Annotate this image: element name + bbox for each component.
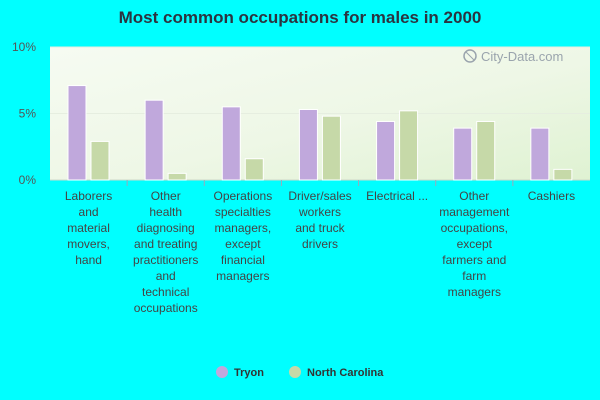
legend-label: North Carolina	[307, 367, 384, 379]
bar-north-carolina[interactable]	[321, 115, 341, 181]
bar-north-carolina[interactable]	[553, 168, 573, 181]
legend-label: Tryon	[234, 367, 264, 379]
bar-north-carolina[interactable]	[399, 110, 419, 181]
y-tick-label: 0%	[19, 173, 37, 187]
chart-title: Most common occupations for males in 200…	[118, 8, 482, 27]
category-label: Electrical ...	[366, 189, 428, 203]
category-label: Other health diagnosing and treating practit…	[133, 189, 198, 315]
watermark: City-Data.com	[463, 49, 563, 64]
bar-tryon[interactable]	[144, 99, 164, 181]
bar-tryon[interactable]	[298, 109, 318, 181]
bar-north-carolina[interactable]	[476, 120, 496, 181]
category-label: Driver/sales workers and truck drivers	[288, 189, 351, 251]
legend-swatch	[289, 366, 301, 378]
bar-north-carolina[interactable]	[244, 158, 264, 181]
bar-tryon[interactable]	[376, 120, 396, 181]
bar-tryon[interactable]	[221, 106, 241, 181]
bar-tryon[interactable]	[67, 85, 87, 181]
y-tick-label: 10%	[12, 40, 36, 54]
legend-swatch	[216, 366, 228, 378]
bar-north-carolina[interactable]	[167, 172, 187, 181]
category-label: Cashiers	[528, 189, 575, 203]
watermark-icon	[463, 49, 477, 63]
category-label: Laborers and material movers, hand	[65, 189, 112, 267]
bar-tryon[interactable]	[453, 127, 473, 181]
bar-north-carolina[interactable]	[90, 140, 110, 181]
bar-tryon[interactable]	[530, 127, 550, 181]
watermark-text: City-Data.com	[481, 49, 563, 64]
category-label: Other management occupations, except farmers…	[439, 189, 510, 299]
y-tick-label: 5%	[19, 107, 37, 121]
category-label: Operations specialties managers, except fina…	[214, 189, 273, 283]
